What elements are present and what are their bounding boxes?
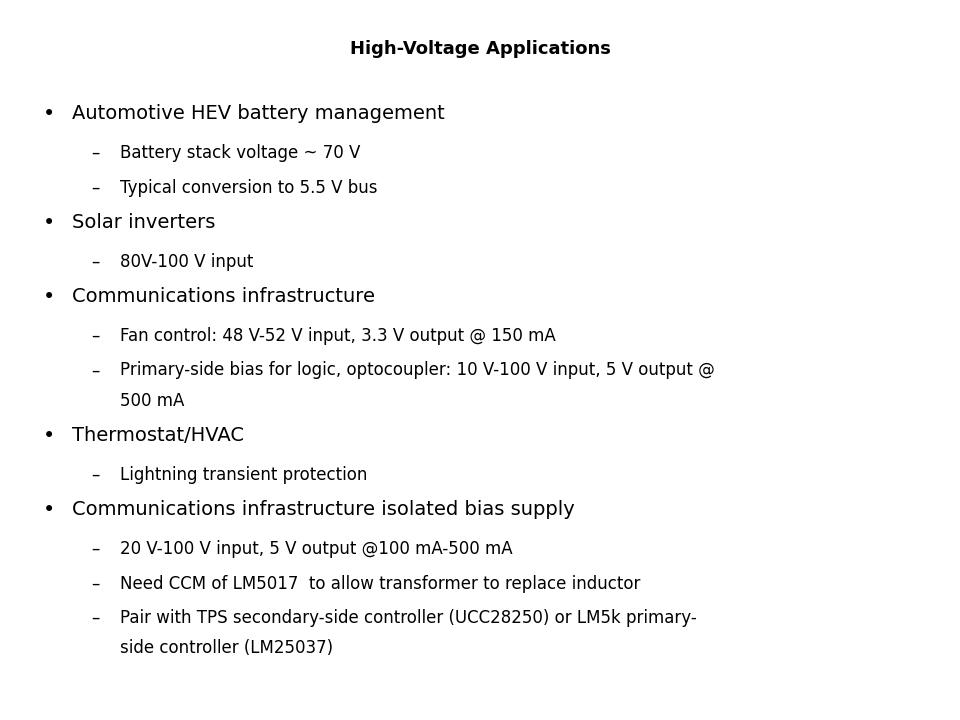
Text: •: • (43, 500, 56, 521)
Text: –: – (91, 466, 100, 484)
Text: •: • (43, 213, 56, 233)
Text: Typical conversion to 5.5 V bus: Typical conversion to 5.5 V bus (120, 179, 377, 197)
Text: Automotive HEV battery management: Automotive HEV battery management (72, 104, 444, 123)
Text: Need CCM of LM5017  to allow transformer to replace inductor: Need CCM of LM5017 to allow transformer … (120, 575, 640, 593)
Text: –: – (91, 609, 100, 627)
Text: Primary-side bias for logic, optocoupler: 10 V-100 V input, 5 V output @: Primary-side bias for logic, optocoupler… (120, 361, 715, 379)
Text: 20 V-100 V input, 5 V output @100 mA-500 mA: 20 V-100 V input, 5 V output @100 mA-500… (120, 540, 513, 558)
Text: side controller (LM25037): side controller (LM25037) (120, 639, 333, 657)
Text: •: • (43, 104, 56, 125)
Text: –: – (91, 179, 100, 197)
Text: Communications infrastructure: Communications infrastructure (72, 287, 375, 306)
Text: Lightning transient protection: Lightning transient protection (120, 466, 368, 484)
Text: High-Voltage Applications: High-Voltage Applications (349, 40, 611, 58)
Text: –: – (91, 575, 100, 593)
Text: Pair with TPS secondary-side controller (UCC28250) or LM5k primary-: Pair with TPS secondary-side controller … (120, 609, 697, 627)
Text: Battery stack voltage ~ 70 V: Battery stack voltage ~ 70 V (120, 144, 360, 162)
Text: Fan control: 48 V-52 V input, 3.3 V output @ 150 mA: Fan control: 48 V-52 V input, 3.3 V outp… (120, 327, 556, 345)
Text: •: • (43, 287, 56, 307)
Text: Thermostat/HVAC: Thermostat/HVAC (72, 426, 244, 445)
Text: –: – (91, 144, 100, 162)
Text: 80V-100 V input: 80V-100 V input (120, 253, 253, 271)
Text: Communications infrastructure isolated bias supply: Communications infrastructure isolated b… (72, 500, 575, 519)
Text: –: – (91, 253, 100, 271)
Text: Solar inverters: Solar inverters (72, 213, 215, 232)
Text: –: – (91, 327, 100, 345)
Text: –: – (91, 540, 100, 558)
Text: •: • (43, 426, 56, 446)
Text: –: – (91, 361, 100, 379)
Text: 500 mA: 500 mA (120, 392, 184, 410)
